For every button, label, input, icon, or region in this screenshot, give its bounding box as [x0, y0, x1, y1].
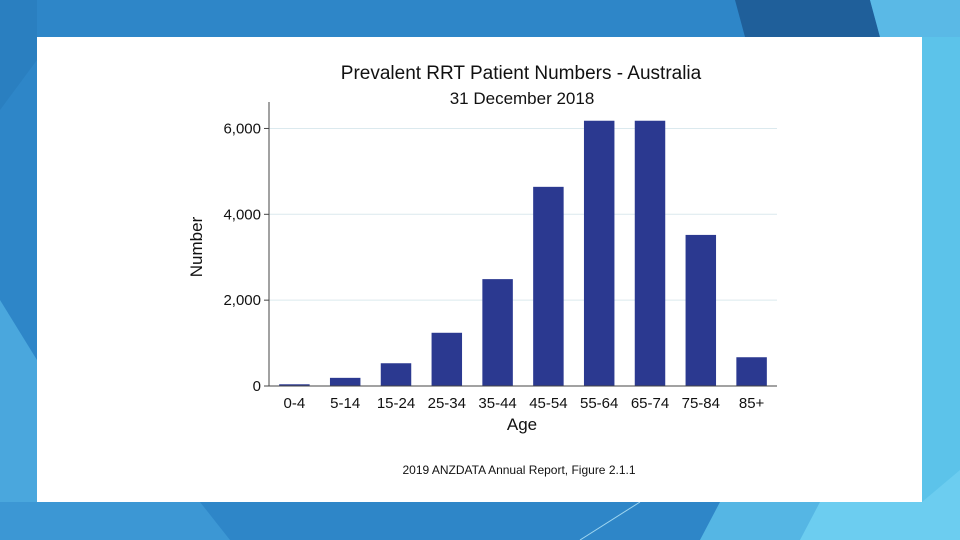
bar-35-44: [482, 279, 513, 386]
decor-shape-top-right-dark: [735, 0, 880, 37]
y-tick-label: 2,000: [223, 292, 261, 309]
decor-shape-right-edge: [922, 37, 960, 540]
bar-45-54: [533, 186, 564, 386]
x-tick-label: 35-44: [478, 395, 516, 412]
chart-card: Prevalent RRT Patient Numbers - Australi…: [37, 37, 922, 502]
decor-line: [579, 501, 641, 540]
source-note: 2019 ANZDATA Annual Report, Figure 2.1.1: [402, 463, 635, 477]
decor-shape-bottom-left: [0, 502, 230, 540]
chart-title: Prevalent RRT Patient Numbers - Australi…: [341, 63, 702, 84]
y-tick-label: 0: [253, 378, 261, 395]
bar-65-74: [634, 120, 666, 386]
y-tick-label: 6,000: [223, 120, 261, 137]
x-tick-label: 85+: [739, 395, 765, 412]
bar-85+: [736, 357, 767, 386]
x-tick-label: 65-74: [631, 395, 669, 412]
y-tick-label: 4,000: [223, 206, 261, 223]
bar-0-4: [279, 384, 310, 386]
x-axis-label: Age: [507, 415, 537, 434]
x-tick-label: 25-34: [428, 395, 466, 412]
bar-5-14: [329, 377, 361, 386]
chart-subtitle: 31 December 2018: [450, 89, 595, 108]
bar-55-64: [583, 120, 615, 386]
x-axis-ticks: 0-4 5-14 15-24 25-34 35-44 45-54 55-64 65-74 75-…: [284, 395, 765, 412]
bar-25-34: [431, 332, 463, 386]
x-tick-label: 0-4: [284, 395, 306, 412]
y-axis-ticks: 0 2,000 4,000 6,000: [223, 120, 269, 395]
y-axis-label: Number: [187, 216, 206, 277]
decor-shape-left-edge: [0, 300, 37, 540]
bars: [279, 120, 767, 386]
decor-shape-left-top: [0, 0, 37, 110]
decor-shape-bottom-corner: [800, 470, 960, 540]
x-tick-label: 5-14: [330, 395, 360, 412]
x-tick-label: 45-54: [529, 395, 567, 412]
x-tick-label: 55-64: [580, 395, 618, 412]
bar-15-24: [380, 363, 412, 386]
bar-chart: Prevalent RRT Patient Numbers - Australi…: [187, 63, 777, 477]
x-tick-label: 15-24: [377, 395, 415, 412]
decor-shape-top-right-light: [870, 0, 960, 37]
x-tick-label: 75-84: [682, 395, 720, 412]
bar-75-84: [685, 234, 717, 386]
